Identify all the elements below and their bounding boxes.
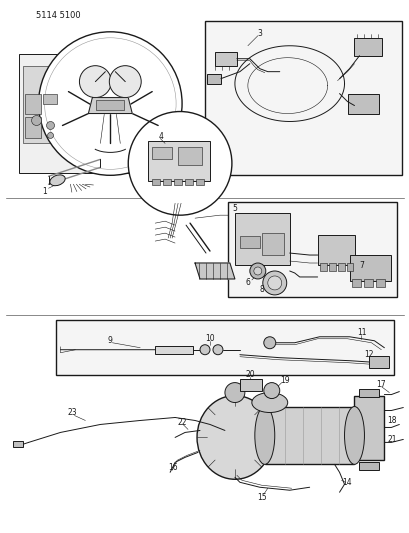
Bar: [25, 117, 40, 139]
Bar: [148, 141, 209, 181]
Text: 3: 3: [257, 29, 262, 38]
Bar: [152, 179, 160, 185]
Bar: [261, 233, 283, 255]
Bar: [359, 389, 378, 397]
Bar: [375, 279, 384, 287]
Circle shape: [31, 116, 41, 125]
Circle shape: [212, 345, 222, 354]
Text: 10: 10: [204, 334, 214, 343]
Text: 16: 16: [168, 463, 178, 472]
Bar: [317, 235, 355, 265]
Bar: [328, 263, 335, 271]
Bar: [152, 148, 172, 159]
Bar: [22, 66, 61, 143]
Bar: [264, 407, 354, 464]
Bar: [25, 94, 40, 114]
Text: 20: 20: [245, 370, 254, 379]
Bar: [359, 462, 378, 470]
Text: 9: 9: [108, 336, 112, 345]
Ellipse shape: [344, 407, 364, 464]
Bar: [178, 148, 202, 165]
Circle shape: [38, 32, 182, 175]
Bar: [163, 179, 171, 185]
Bar: [337, 263, 344, 271]
Circle shape: [253, 267, 261, 275]
Bar: [13, 441, 22, 447]
Bar: [346, 263, 353, 271]
Bar: [155, 346, 193, 354]
Bar: [207, 74, 220, 84]
Text: 12: 12: [364, 350, 373, 359]
Text: 5: 5: [232, 204, 237, 213]
Text: 22: 22: [177, 418, 187, 427]
Ellipse shape: [254, 407, 274, 464]
Bar: [347, 94, 378, 114]
Bar: [174, 179, 182, 185]
Text: 23: 23: [67, 408, 77, 417]
Bar: [55, 320, 393, 375]
Bar: [184, 179, 193, 185]
Text: 6: 6: [245, 278, 249, 287]
Bar: [239, 236, 259, 248]
Ellipse shape: [251, 393, 287, 413]
Circle shape: [262, 271, 286, 295]
Ellipse shape: [225, 383, 244, 402]
Text: 8: 8: [259, 285, 263, 294]
Text: 7: 7: [358, 261, 363, 270]
Ellipse shape: [50, 175, 65, 185]
Bar: [234, 213, 289, 265]
Circle shape: [109, 66, 141, 98]
Circle shape: [47, 133, 54, 139]
Bar: [348, 255, 391, 281]
Bar: [354, 395, 384, 461]
Text: 1: 1: [43, 187, 47, 196]
Bar: [354, 38, 382, 56]
Circle shape: [267, 276, 281, 290]
Bar: [196, 179, 204, 185]
Bar: [319, 263, 326, 271]
Circle shape: [45, 38, 176, 169]
Text: 4: 4: [158, 132, 163, 141]
Text: 19: 19: [279, 376, 289, 385]
Circle shape: [200, 345, 209, 354]
Bar: [18, 54, 146, 173]
Text: 11: 11: [356, 328, 365, 337]
Bar: [364, 279, 373, 287]
Ellipse shape: [197, 395, 272, 479]
Bar: [204, 21, 401, 175]
Circle shape: [47, 122, 54, 130]
Circle shape: [128, 111, 231, 215]
Bar: [96, 100, 124, 110]
Text: 21: 21: [387, 435, 396, 444]
Circle shape: [263, 383, 279, 399]
Polygon shape: [88, 98, 132, 114]
Text: 5114 5100: 5114 5100: [36, 11, 80, 20]
Text: 15: 15: [256, 492, 266, 502]
Text: 14: 14: [342, 478, 351, 487]
Bar: [369, 356, 389, 368]
Bar: [43, 94, 56, 103]
Bar: [227, 202, 396, 297]
Bar: [239, 378, 261, 391]
Text: 17: 17: [376, 380, 385, 389]
Circle shape: [263, 337, 275, 349]
Circle shape: [249, 263, 265, 279]
Bar: [352, 279, 361, 287]
Bar: [214, 52, 236, 66]
Circle shape: [79, 66, 111, 98]
Text: 18: 18: [387, 416, 396, 425]
Polygon shape: [195, 263, 234, 279]
